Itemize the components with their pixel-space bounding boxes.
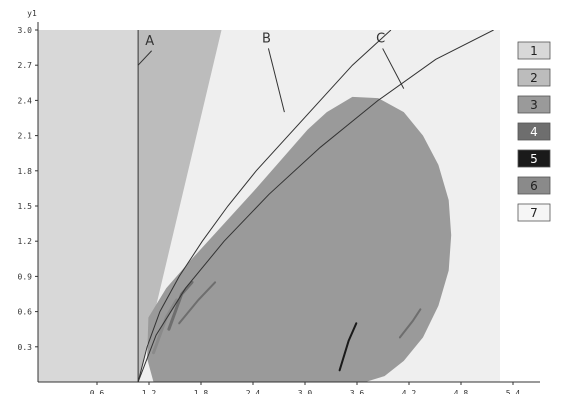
legend-swatch	[517, 122, 551, 141]
y-tick-label: 0.9	[18, 272, 33, 281]
y-tick-label: 2.4	[18, 96, 33, 105]
region-4-streak	[398, 308, 422, 339]
curve-c	[137, 30, 494, 382]
regions-layer	[38, 30, 452, 382]
y-tick-label: 0.6	[18, 308, 33, 317]
x-tick-label: 3.0	[298, 389, 313, 394]
labels-layer: A B C	[137, 31, 405, 113]
region-5-streak	[338, 322, 358, 372]
legend: 1 2 3 4 5 6 7	[517, 41, 551, 222]
curve-label-b: B	[262, 31, 271, 46]
x-tick-label: 0.6	[90, 389, 105, 394]
y-tick-label: 0.3	[18, 343, 33, 352]
x-tick-label: 4.8	[454, 389, 469, 394]
legend-item: 7	[517, 203, 551, 222]
y-tick-label: 2.1	[18, 132, 33, 141]
curve-label-leader	[137, 50, 153, 66]
legend-label: 2	[530, 71, 538, 85]
curve-label-leader	[267, 48, 285, 113]
legend-label: 6	[530, 179, 538, 193]
legend-item: 6	[517, 176, 551, 195]
legend-swatch	[517, 176, 551, 195]
x-tick-label: 3.6	[350, 389, 365, 394]
legend-swatch	[517, 68, 551, 87]
legend-label: 3	[530, 98, 538, 112]
legend-item: 3	[517, 95, 551, 114]
y-tick-label: 3.0	[18, 26, 33, 35]
region-3	[147, 96, 452, 382]
x-tick-label: 5.4	[506, 389, 521, 394]
x-tick-label: 1.2	[142, 389, 157, 394]
legend-item: 1	[517, 41, 551, 60]
x-tick-label: 2.4	[246, 389, 261, 394]
legend-swatch	[517, 203, 551, 222]
legend-label: 7	[530, 206, 538, 220]
x-tick-label: 1.8	[194, 389, 209, 394]
curve-label-c: C	[376, 31, 385, 46]
legend-swatch	[517, 41, 551, 60]
region-4-streak	[178, 281, 217, 325]
legend-item: 2	[517, 68, 551, 87]
legend-label: 4	[530, 125, 538, 139]
legend-item: 5	[517, 149, 551, 168]
region-6-speckle	[152, 298, 179, 355]
curve-label-leader	[382, 48, 405, 89]
curve-label-a: A	[145, 34, 154, 49]
y-tick-label: 1.5	[18, 202, 33, 211]
curves-layer	[137, 30, 494, 382]
y-tick-label: 2.7	[18, 61, 33, 70]
y-axis-label: y1	[27, 9, 37, 18]
legend-label: 1	[530, 44, 538, 58]
legend-item: 4	[517, 122, 551, 141]
y-tick-label: 1.2	[18, 237, 33, 246]
curve-b	[137, 30, 392, 382]
legend-swatch	[517, 149, 551, 168]
y-tick-label: 1.8	[18, 167, 33, 176]
x-tick-label: 4.2	[402, 389, 417, 394]
legend-label: 5	[530, 152, 538, 166]
region-2	[138, 30, 222, 382]
legend-swatch	[517, 95, 551, 114]
region-1	[38, 30, 139, 382]
